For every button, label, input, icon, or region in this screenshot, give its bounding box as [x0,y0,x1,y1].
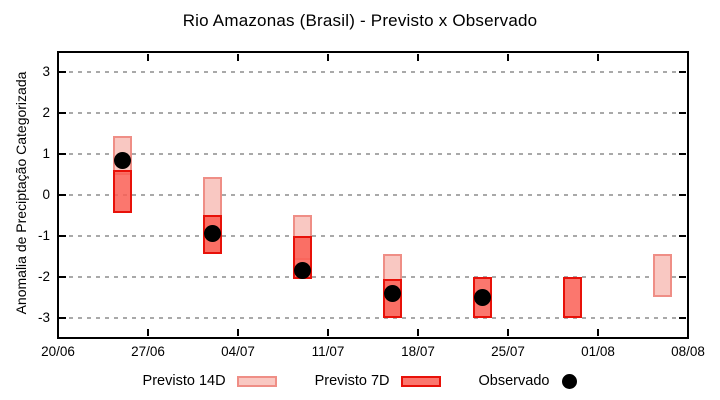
y-tick-mark [59,112,66,115]
y-tick-mark [679,112,686,115]
x-tick-mark [417,329,419,336]
y-tick-label: -2 [37,268,50,284]
x-tick-mark [237,54,239,61]
x-tick-label: 20/06 [41,344,75,359]
y-tick-label: 2 [42,105,50,121]
chart-title: Rio Amazonas (Brasil) - Previsto x Obser… [182,11,538,30]
y-tick-mark [679,194,686,196]
legend-item-previsto-14d: Previsto 14D [143,373,277,389]
x-tick-mark [597,54,599,61]
y-tick-mark [59,316,66,319]
y-tick-mark [679,275,686,278]
y-tick-label: 0 [42,187,50,202]
y-tick-mark [59,275,66,278]
gridline [60,153,686,156]
x-tick-mark [237,329,239,336]
gridline [60,71,686,74]
legend-label-observado: Observado [478,373,550,389]
x-tick-mark [597,329,599,336]
x-tick-label: 08/08 [671,344,705,359]
bar-previsto-7d [112,170,132,214]
x-tick-label: 25/07 [491,344,525,359]
x-tick-mark [507,54,509,61]
y-tick-label: -1 [37,227,50,243]
x-tick-mark [507,329,509,336]
x-tick-label: 18/07 [401,344,435,359]
y-tick-mark [679,153,686,156]
legend-item-previsto-7d: Previsto 7D [315,373,441,389]
observado-dot [113,151,131,169]
x-tick-label: 04/07 [221,344,255,359]
legend-observado-dot-icon [562,373,578,389]
y-tick-mark [59,234,66,237]
gridline [60,234,686,237]
y-tick-mark [679,234,686,237]
legend-label-previsto-7d: Previsto 7D [314,373,390,389]
observado-dot [293,262,311,280]
legend-swatch-previsto-14d [236,375,277,387]
y-tick-label: 3 [42,64,50,80]
x-tick-label: 27/06 [131,344,165,359]
y-tick-mark [679,316,686,319]
bar-previsto-7d [562,276,582,318]
x-tick-mark [417,54,419,61]
x-tick-mark [327,329,329,336]
gridline [60,275,686,278]
legend-swatch-previsto-7d [400,375,441,387]
y-tick-mark [679,71,686,74]
y-tick-label: 1 [42,146,50,162]
x-tick-label: 11/07 [311,344,345,359]
observado-dot [383,284,401,302]
gridline [60,316,686,319]
plot-border [57,51,689,339]
legend: Previsto 14D Previsto 7D Observado [0,367,720,395]
gridline [60,112,686,115]
x-tick-mark [147,54,149,61]
legend-label-previsto-14d: Previsto 14D [142,373,226,389]
observado-dot [473,288,491,306]
y-tick-mark [59,194,66,196]
y-tick-mark [59,71,66,74]
x-tick-mark [327,54,329,61]
x-tick-mark [147,329,149,336]
y-tick-mark [59,153,66,156]
bar-previsto-14d [652,254,672,298]
legend-item-observado: Observado [479,373,578,389]
x-tick-label: 01/08 [581,344,615,359]
gridline [60,194,686,196]
y-tick-label: -3 [37,309,50,325]
observado-dot [203,225,221,243]
